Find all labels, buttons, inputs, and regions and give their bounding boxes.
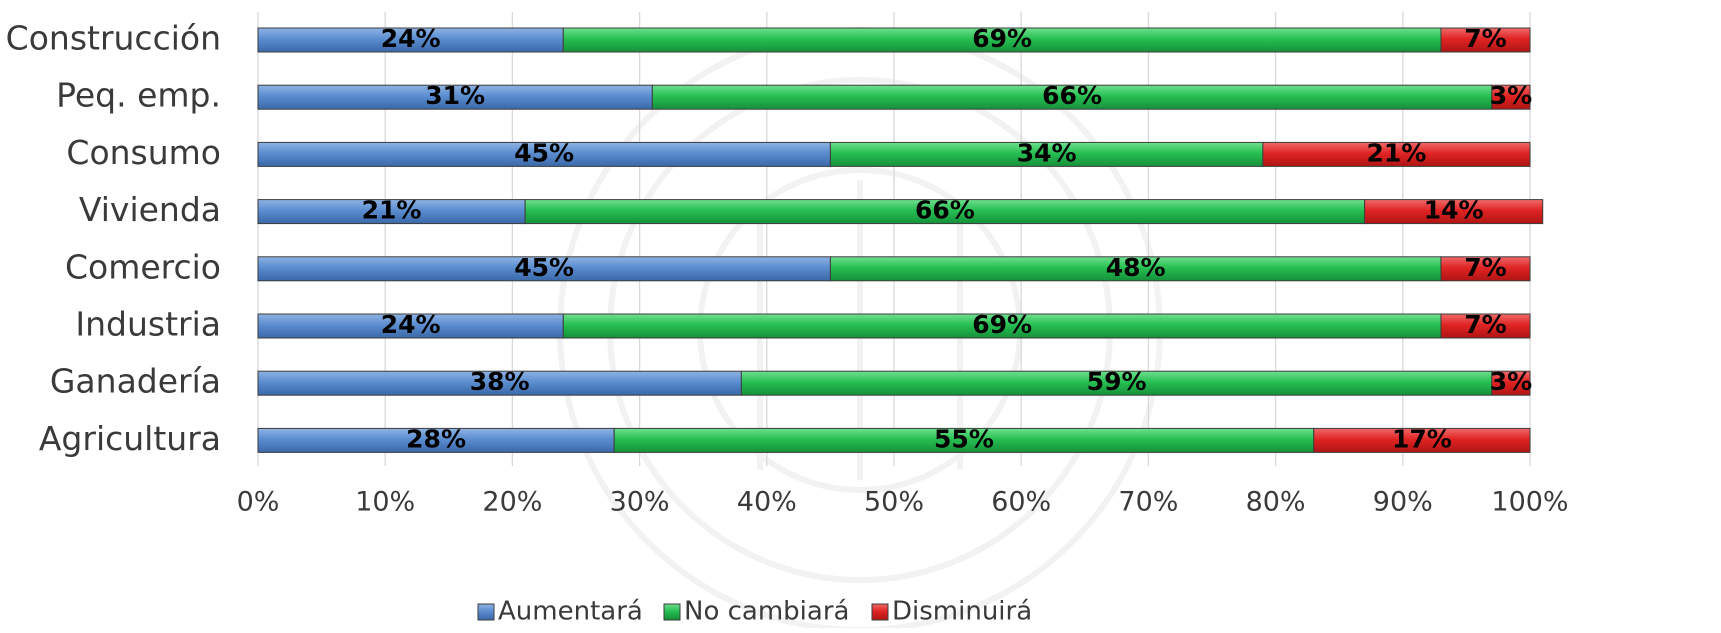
category-label-construccion: Construcción: [6, 19, 221, 58]
legend-swatch: [663, 603, 681, 621]
data-label-aumentara-ganaderia: 38%: [470, 367, 530, 396]
bar-disminuira-construccion: [1440, 27, 1531, 53]
bar-disminuira-ganaderia: [1491, 370, 1531, 396]
legend-item-no-cambiara: No cambiará: [663, 597, 849, 627]
data-label-disminuira-vivienda: 14%: [1424, 196, 1484, 225]
bar-disminuira-agricultura: [1313, 427, 1531, 453]
category-label-ganaderia: Ganadería: [50, 362, 221, 401]
legend-swatch: [871, 603, 889, 621]
x-tick-label: 10%: [355, 487, 415, 518]
bar-disminuira-comercio: [1440, 256, 1531, 282]
bar-no-cambiara-agricultura: [613, 427, 1315, 453]
data-label-no-cambiara-construccion: 69%: [972, 24, 1032, 53]
x-tick-label: 40%: [737, 487, 797, 518]
data-label-aumentara-industria: 24%: [381, 310, 441, 339]
bar-aumentara-vivienda: [257, 199, 526, 225]
data-label-aumentara-comercio: 45%: [514, 253, 574, 282]
category-label-industria: Industria: [75, 305, 221, 344]
data-label-no-cambiara-agricultura: 55%: [934, 424, 994, 453]
data-label-aumentara-vivienda: 21%: [362, 196, 422, 225]
x-tick-label: 30%: [610, 487, 670, 518]
x-tick-label: 80%: [1246, 487, 1306, 518]
legend-item-disminuira: Disminuirá: [871, 597, 1032, 627]
x-tick-label: 0%: [237, 487, 280, 518]
bar-no-cambiara-ganaderia: [740, 370, 1493, 396]
bar-aumentara-industria: [257, 313, 564, 339]
data-label-disminuira-industria: 7%: [1464, 310, 1506, 339]
legend-item-aumentara: Aumentará: [477, 597, 643, 627]
data-label-aumentara-peq-emp: 31%: [425, 81, 485, 110]
bar-no-cambiara-consumo: [829, 141, 1264, 167]
bar-aumentara-agricultura: [257, 427, 615, 453]
x-tick-label: 90%: [1373, 487, 1433, 518]
bar-disminuira-consumo: [1262, 141, 1531, 167]
legend-label: No cambiará: [684, 597, 849, 627]
category-label-agricultura: Agricultura: [39, 419, 221, 458]
bar-aumentara-comercio: [257, 256, 831, 282]
bar-disminuira-vivienda: [1364, 199, 1544, 225]
category-label-peq-emp: Peq. emp.: [56, 76, 221, 115]
data-label-disminuira-agricultura: 17%: [1392, 424, 1452, 453]
category-label-comercio: Comercio: [65, 247, 221, 286]
data-label-no-cambiara-vivienda: 66%: [915, 196, 975, 225]
bar-disminuira-peq-emp: [1491, 84, 1531, 110]
category-label-consumo: Consumo: [66, 133, 221, 172]
data-label-no-cambiara-comercio: 48%: [1106, 253, 1166, 282]
data-label-no-cambiara-ganaderia: 59%: [1087, 367, 1147, 396]
bar-no-cambiara-industria: [562, 313, 1442, 339]
x-tick-label: 60%: [991, 487, 1051, 518]
legend-swatch: [477, 603, 495, 621]
category-label-vivienda: Vivienda: [79, 190, 221, 229]
data-label-no-cambiara-peq-emp: 66%: [1042, 81, 1102, 110]
bar-no-cambiara-comercio: [829, 256, 1442, 282]
data-label-disminuira-consumo: 21%: [1367, 138, 1427, 167]
x-tick-label: 20%: [482, 487, 542, 518]
bar-disminuira-industria: [1440, 313, 1531, 339]
data-label-disminuira-ganaderia: 3%: [1490, 367, 1532, 396]
data-label-aumentara-construccion: 24%: [381, 24, 441, 53]
data-label-aumentara-agricultura: 28%: [406, 424, 466, 453]
x-tick-label: 100%: [1491, 487, 1568, 518]
bar-no-cambiara-construccion: [562, 27, 1442, 53]
data-label-no-cambiara-industria: 69%: [972, 310, 1032, 339]
data-label-no-cambiara-consumo: 34%: [1017, 138, 1077, 167]
data-label-disminuira-construccion: 7%: [1464, 24, 1506, 53]
bar-aumentara-peq-emp: [257, 84, 653, 110]
data-label-aumentara-consumo: 45%: [514, 138, 574, 167]
legend-label: Disminuirá: [892, 597, 1032, 627]
x-tick-label: 50%: [864, 487, 924, 518]
legend-label: Aumentará: [498, 597, 643, 627]
data-label-disminuira-peq-emp: 3%: [1490, 81, 1532, 110]
x-tick-label: 70%: [1118, 487, 1178, 518]
data-label-disminuira-comercio: 7%: [1464, 253, 1506, 282]
bar-aumentara-ganaderia: [257, 370, 742, 396]
